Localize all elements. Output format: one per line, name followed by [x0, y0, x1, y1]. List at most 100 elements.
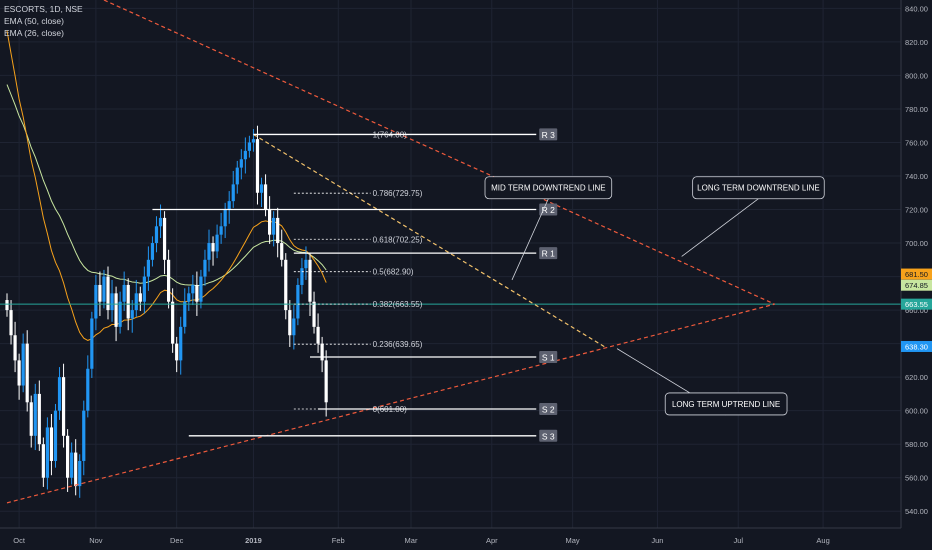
candle-body — [292, 318, 296, 336]
candle-body — [74, 452, 78, 487]
candles — [5, 125, 328, 498]
candle-body — [304, 259, 308, 269]
price-tick-label: 580.00 — [905, 440, 928, 449]
time-axis-bg — [0, 528, 932, 550]
candle-body — [66, 435, 70, 478]
annotation-text: LONG TERM UPTREND LINE — [672, 400, 780, 409]
fib-level-label: 0.5(682.90) — [373, 268, 414, 277]
time-tick-label: Nov — [89, 536, 103, 545]
annotation-box[interactable] — [484, 176, 613, 200]
annotation-text: MID TERM DOWNTREND LINE — [491, 184, 606, 193]
annotation-pointer — [511, 198, 549, 281]
candle-body — [98, 284, 102, 302]
sr-level-tag — [539, 429, 558, 442]
candle-body — [106, 276, 110, 311]
price-label-text: 663.55 — [905, 300, 928, 309]
candle-body — [235, 167, 239, 185]
price-tick-label: 620.00 — [905, 373, 928, 382]
candle-body — [21, 343, 25, 386]
candle-body — [227, 201, 231, 210]
sr-level-tag — [539, 203, 558, 216]
candle-body — [158, 217, 163, 227]
time-tick-label: May — [566, 536, 580, 545]
sr-level-tag — [539, 402, 558, 415]
price-tick-label: 600.00 — [905, 407, 928, 416]
time-tick-label: 2019 — [245, 536, 262, 545]
candle-body — [25, 343, 29, 403]
time-tick-label: Jul — [733, 536, 743, 545]
candle-body — [312, 301, 316, 327]
candle-body — [296, 284, 300, 319]
time-tick-label: Jun — [651, 536, 663, 545]
trendlines[interactable] — [0, 0, 901, 504]
candle-body — [61, 377, 66, 436]
candle-body — [308, 259, 312, 302]
price-label-tag — [901, 298, 932, 310]
candle-body — [114, 293, 118, 327]
fib-retracement[interactable]: 1(764.80)0.786(729.75)0.618(702.25)0.5(6… — [293, 130, 423, 414]
ema26-legend[interactable]: EMA (26, close) — [4, 28, 64, 38]
candle-body — [187, 293, 191, 302]
trendline[interactable] — [253, 133, 606, 348]
candle-body — [215, 234, 219, 252]
candle-body — [90, 318, 94, 369]
candle-body — [33, 393, 37, 436]
candle-body — [78, 460, 82, 487]
price-label-tag — [901, 279, 932, 291]
time-tick-label: Feb — [332, 536, 345, 545]
sr-level-tag — [539, 247, 558, 260]
support-resistance[interactable]: R 3 R 2 R 1 S 1 S 2 S 3 — [152, 128, 558, 442]
candle-body — [130, 310, 134, 319]
sr-level-label: S 1 — [542, 353, 555, 363]
annotations[interactable]: MID TERM DOWNTREND LINE LONG TERM DOWNTRE… — [484, 176, 825, 416]
annotation-pointer — [681, 198, 759, 257]
candle-body — [199, 276, 203, 302]
candle-body — [203, 259, 207, 277]
candle-body — [45, 427, 49, 478]
candle-body — [320, 343, 324, 361]
fib-level-label: 0.382(663.55) — [373, 300, 423, 309]
ema50-legend[interactable]: EMA (50, close) — [4, 16, 64, 26]
candle-body — [102, 276, 106, 302]
candle-body — [195, 284, 199, 302]
sr-level-label: S 2 — [542, 404, 555, 414]
annotation-box[interactable] — [664, 392, 788, 416]
price-axis[interactable]: 540.00560.00580.00600.00620.00640.00660.… — [900, 0, 932, 550]
sr-level-label: R 2 — [542, 205, 556, 215]
candle-body — [243, 150, 247, 160]
candle-body — [138, 293, 142, 302]
candle-body — [175, 343, 179, 361]
candle-body — [280, 243, 284, 260]
sr-level-label: R 1 — [542, 249, 556, 259]
candle-body — [268, 209, 272, 235]
candle-body — [122, 284, 126, 302]
annotation-box[interactable] — [692, 176, 825, 200]
sr-level-label: S 3 — [542, 431, 555, 441]
candle-body — [37, 393, 41, 445]
time-tick-label: Mar — [405, 536, 418, 545]
symbol-title[interactable]: ESCORTS, 1D, NSE — [4, 4, 83, 14]
candle-body — [231, 184, 235, 202]
candle-body — [126, 284, 130, 319]
candle-body — [255, 139, 260, 193]
trendline[interactable] — [103, 0, 775, 305]
candle-body — [49, 427, 54, 461]
trendline[interactable] — [6, 303, 775, 504]
candle-body — [142, 276, 146, 302]
candle-body — [53, 410, 58, 461]
time-axis[interactable]: Oct Nov Dec 2019 Feb Mar Apr May Jun Jul Aug — [0, 527, 932, 550]
time-tick-label: Aug — [816, 536, 829, 545]
time-tick-label: Oct — [13, 536, 26, 545]
candle-body — [146, 259, 150, 277]
price-tick-label: 820.00 — [905, 38, 928, 47]
candle-body — [247, 142, 251, 151]
price-tick-label: 780.00 — [905, 105, 928, 114]
candle-body — [276, 217, 280, 244]
price-tick-label: 660.00 — [905, 306, 928, 315]
price-label-tag — [901, 340, 932, 352]
price-tick-label: 560.00 — [905, 474, 928, 483]
candle-body — [263, 184, 268, 210]
candle-body — [29, 402, 33, 436]
time-tick-label: Apr — [486, 536, 498, 545]
